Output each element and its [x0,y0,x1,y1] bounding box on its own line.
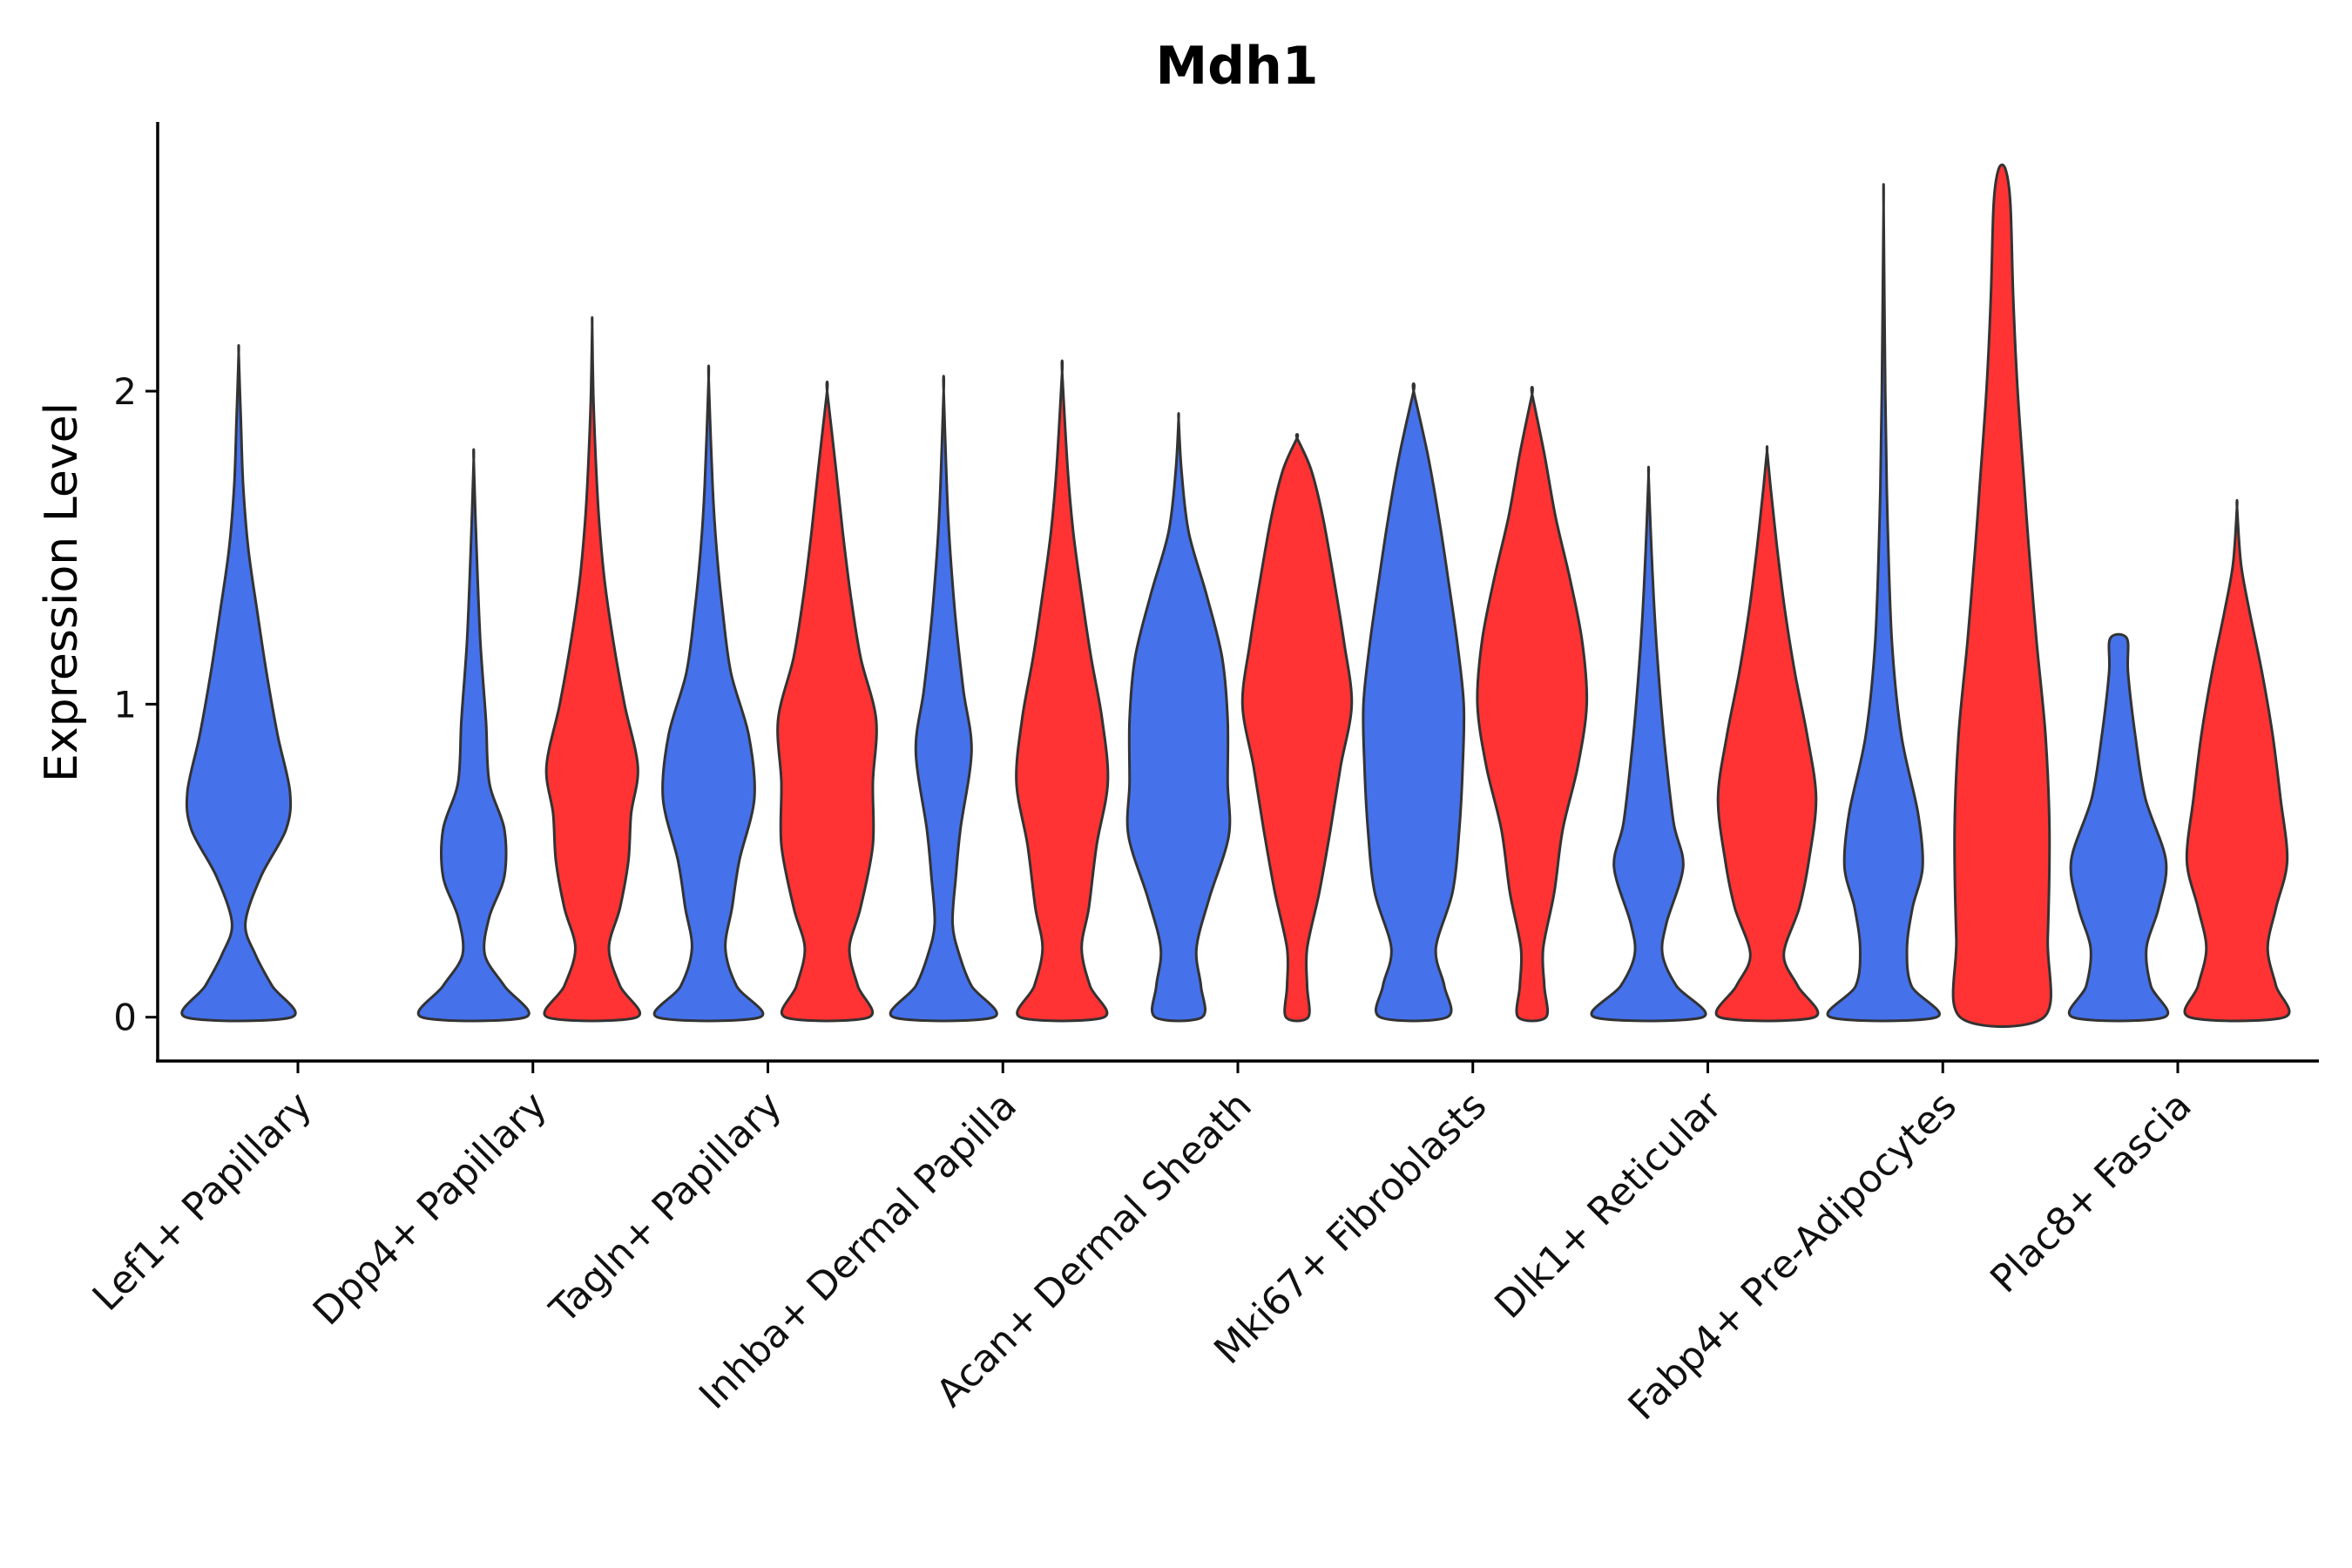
violin-lef1-papillary-blue [180,343,297,1023]
violin-dlk1-reticular-red [1714,445,1820,1023]
violin-dpp4-papillary-red [543,316,641,1023]
y-axis-label: Expression Level [36,402,88,782]
violin-layer [180,163,2291,1028]
violin-inhba-dermal-papilla-blue [889,375,998,1023]
y-tick-label: 2 [113,370,137,413]
chart-title: Mdh1 [1155,36,1318,97]
y-axis-ticks: 0 1 2 [113,370,158,1039]
violin-inhba-dermal-papilla-red [1015,359,1110,1023]
violin-plac8-fascia-blue [2067,632,2170,1023]
violin-tagln-papillary-blue [652,364,765,1023]
violin-fabp4-pre-adipocytes-red [1951,163,2052,1028]
violin-mki67-fibroblasts-red [1476,385,1589,1023]
violin-acan-dermal-sheath-red [1240,433,1354,1023]
violin-acan-dermal-sheath-blue [1125,412,1232,1023]
violin-mki67-fibroblasts-blue [1362,382,1466,1023]
y-tick-label: 1 [113,683,137,726]
y-tick-label: 0 [113,997,137,1039]
violin-dpp4-papillary-blue [416,448,531,1023]
violin-plac8-fascia-red [2183,498,2291,1023]
violin-tagln-papillary-red [776,380,878,1023]
violin-fabp4-pre-adipocytes-blue [1826,183,1941,1023]
violin-dlk1-reticular-blue [1590,465,1707,1023]
